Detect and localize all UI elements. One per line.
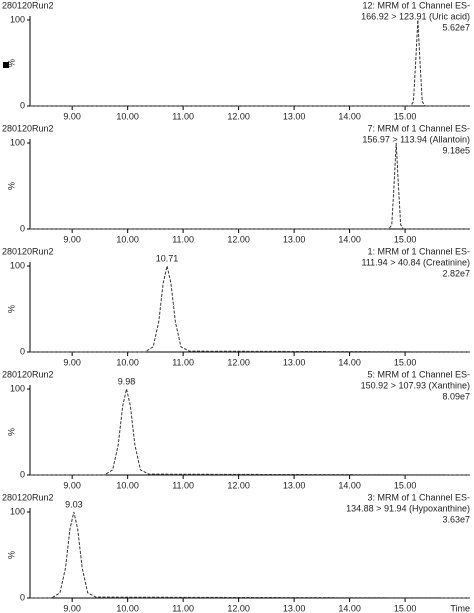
y-axis-label: %: [6, 182, 16, 190]
x-tick-label: 10.00: [116, 111, 139, 121]
y-tick-label: 100: [10, 506, 25, 516]
channel-header: 9.18e5: [442, 145, 470, 155]
x-tick-label: 15.00: [394, 111, 417, 121]
channel-header: 8.09e7: [442, 391, 470, 401]
y-axis-label: %: [6, 305, 16, 313]
x-tick-label: 14.00: [338, 111, 361, 121]
channel-header: 2.82e7: [442, 268, 470, 278]
x-tick-label: 12.00: [227, 603, 250, 613]
x-tick-label: 10.00: [116, 234, 139, 244]
y-tick-label: 0: [20, 223, 25, 233]
x-tick-label: 9.00: [63, 234, 81, 244]
y-axis-label: %: [6, 551, 16, 559]
x-tick-label: 13.00: [283, 357, 306, 367]
channel-header: 134.88 > 91.94 (Hypoxanthine): [346, 503, 470, 513]
x-tick-label: 15.00: [394, 480, 417, 490]
channel-header: 7: MRM of 1 Channel ES-: [367, 123, 470, 133]
channel-header: 156.97 > 113.94 (Allantoin): [362, 134, 470, 144]
peak-label: 10.71: [156, 253, 179, 263]
x-tick-label: 10.00: [116, 480, 139, 490]
trace: [30, 19, 470, 107]
x-tick-label: 14.00: [338, 357, 361, 367]
x-tick-label: 15.00: [394, 234, 417, 244]
y-tick-label: 100: [10, 260, 25, 270]
x-tick-label: 14.00: [338, 603, 361, 613]
run-label: 280120Run2: [2, 0, 54, 10]
channel-header: 1: MRM of 1 Channel ES-: [367, 246, 470, 256]
x-tick-label: 12.00: [227, 357, 250, 367]
x-tick-label: 14.00: [338, 234, 361, 244]
x-tick-label: 11.00: [172, 357, 194, 367]
y-tick-label: 0: [20, 346, 25, 356]
x-tick-label: 11.00: [172, 234, 194, 244]
x-tick-label: 13.00: [283, 603, 306, 613]
x-tick-label: 11.00: [172, 480, 194, 490]
channel-header: 3: MRM of 1 Channel ES-: [367, 492, 470, 502]
x-tick-label: 12.00: [227, 234, 250, 244]
x-tick-label: 13.00: [283, 480, 306, 490]
y-tick-label: 0: [20, 469, 25, 479]
channel-header: 5: MRM of 1 Channel ES-: [367, 369, 470, 379]
trace: [30, 511, 471, 599]
x-axis-label: Time: [450, 603, 470, 613]
y-tick-label: 0: [20, 100, 25, 110]
channel-header: 12: MRM of 1 Channel ES-: [362, 0, 470, 10]
x-tick-label: 11.00: [172, 603, 194, 613]
y-tick-label: 100: [10, 14, 25, 24]
x-tick-label: 9.00: [63, 357, 81, 367]
x-tick-label: 9.00: [63, 603, 81, 613]
x-tick-label: 12.00: [227, 111, 250, 121]
peak-label: 9.98: [118, 376, 136, 386]
channel-header: 111.94 > 40.84 (Creatinine): [362, 257, 471, 267]
marker-square: [3, 62, 9, 68]
y-tick-label: 0: [20, 592, 25, 602]
channel-header: 5.62e7: [442, 22, 470, 32]
x-tick-label: 9.00: [63, 111, 81, 121]
x-tick-label: 11.00: [172, 111, 194, 121]
run-label: 280120Run2: [2, 123, 54, 133]
x-tick-label: 15.00: [394, 357, 417, 367]
x-tick-label: 10.00: [116, 357, 139, 367]
trace: [30, 265, 471, 353]
x-tick-label: 13.00: [283, 111, 306, 121]
y-tick-label: 100: [10, 137, 25, 147]
trace: [30, 142, 470, 230]
x-tick-label: 13.00: [283, 234, 306, 244]
x-tick-label: 9.00: [63, 480, 81, 490]
run-label: 280120Run2: [2, 369, 54, 379]
channel-header: 3.63e7: [442, 514, 470, 524]
peak-label: 9.03: [65, 499, 83, 509]
y-axis-label: %: [6, 428, 16, 436]
y-axis-label: %: [6, 59, 16, 67]
channel-header: 150.92 > 107.93 (Xanthine): [361, 380, 470, 390]
x-tick-label: 10.00: [116, 603, 139, 613]
run-label: 280120Run2: [2, 492, 54, 502]
x-tick-label: 14.00: [338, 480, 361, 490]
run-label: 280120Run2: [2, 246, 54, 256]
x-tick-label: 15.00: [394, 603, 417, 613]
x-tick-label: 12.00: [227, 480, 250, 490]
trace: [30, 388, 471, 476]
channel-header: 166.92 > 123.91 (Uric acid): [361, 11, 470, 21]
y-tick-label: 100: [10, 383, 25, 393]
